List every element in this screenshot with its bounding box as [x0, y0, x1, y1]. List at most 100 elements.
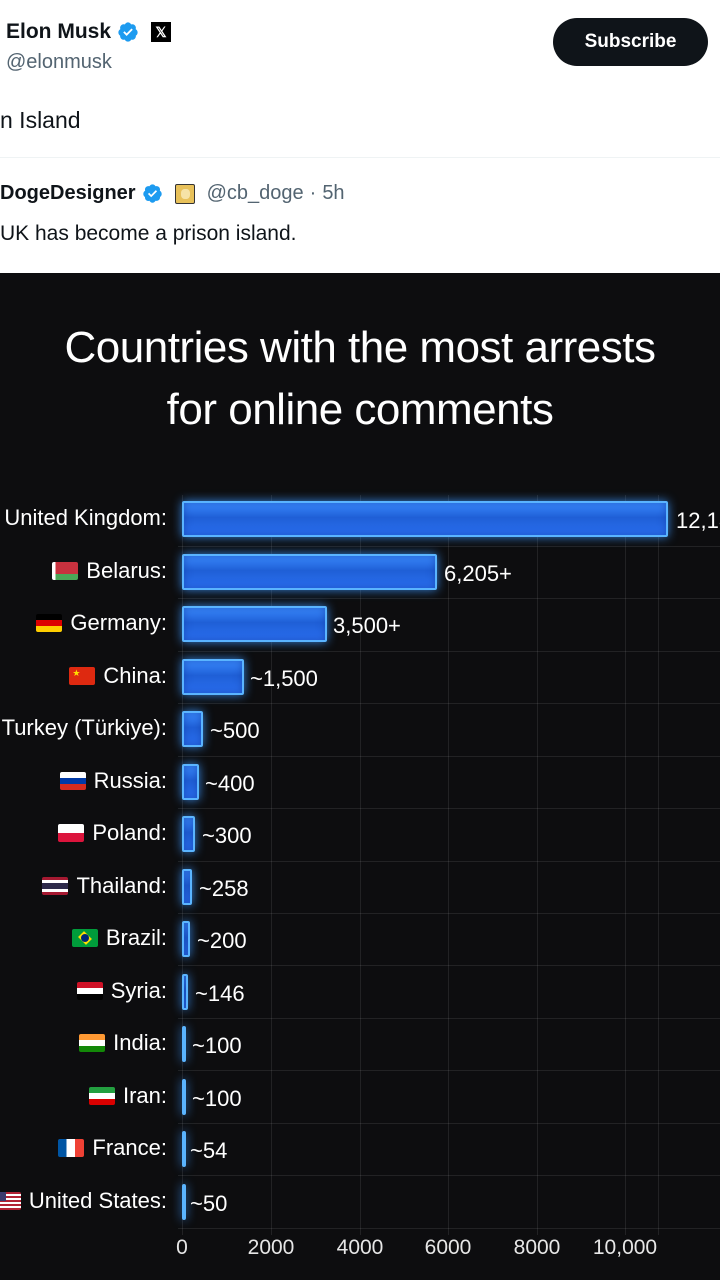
bar-poland	[182, 816, 195, 852]
gridline	[537, 495, 538, 1235]
row-label-brazil: Brazil:	[71, 925, 167, 951]
bar-value: ~300	[202, 823, 252, 848]
x-axis-tick: 0	[176, 1236, 188, 1259]
gridline	[178, 651, 720, 652]
author-name[interactable]: Elon Musk	[6, 20, 112, 43]
x-axis-tick: 10,000	[592, 1236, 658, 1259]
x-axis-tick: 8000	[513, 1236, 561, 1259]
bar-value: ~400	[205, 771, 255, 796]
gridline	[178, 703, 720, 704]
gridline	[178, 1123, 720, 1124]
quoted-timestamp[interactable]: 5h	[322, 182, 345, 204]
author-name-row[interactable]: Elon Musk 𝕏	[6, 20, 172, 44]
bar-turkey	[182, 711, 203, 747]
chart-title: Countries with the most arrests for onli…	[0, 317, 720, 441]
gridline	[182, 495, 183, 1235]
bar-value: 6,205+	[444, 561, 512, 586]
row-label-germany: Germany:	[36, 610, 167, 636]
bar-thailand	[182, 869, 192, 905]
quoted-author-handle[interactable]: @cb_doge	[206, 182, 304, 204]
bar-value: ~200	[197, 928, 247, 953]
row-label-belarus: Belarus:	[52, 558, 167, 584]
row-label-turkey: Turkey (Türkiye):	[1, 715, 167, 740]
bar-brazil	[182, 921, 190, 957]
gridline	[658, 495, 659, 1235]
gridline	[178, 965, 720, 966]
gridline	[178, 1070, 720, 1071]
row-label-thailand: Thailand:	[42, 873, 167, 899]
bar-value: 3,500+	[333, 613, 401, 638]
gridline	[178, 913, 720, 914]
row-label-russia: Russia:	[59, 768, 167, 794]
bar-india	[182, 1026, 186, 1062]
gridline	[178, 808, 720, 809]
gridline	[178, 546, 720, 547]
poland-flag-icon	[58, 824, 85, 842]
bar-value: 12,18	[676, 508, 720, 533]
x-axis-tick: 4000	[336, 1236, 384, 1259]
subscribe-button[interactable]: Subscribe	[553, 18, 708, 66]
chart-title-line-1: Countries with the most arrests	[64, 323, 656, 372]
germany-flag-icon	[36, 614, 63, 632]
bar-value: ~50	[190, 1191, 228, 1216]
verified-badge-icon	[118, 22, 138, 42]
meta-separator: ·	[309, 182, 317, 204]
gridline	[178, 1228, 720, 1229]
bar-value: ~100	[192, 1033, 242, 1058]
verified-badge-icon	[142, 184, 162, 203]
bar-belarus	[182, 554, 437, 590]
gridline	[178, 1018, 720, 1019]
quoted-tweet[interactable]: DogeDesigner @cb_doge · 5h UK has become…	[0, 158, 720, 273]
gridline	[448, 495, 449, 1235]
chart-image[interactable]: Countries with the most arrests for onli…	[0, 273, 720, 1280]
china-flag-icon: ★	[69, 667, 96, 685]
row-label-united-states: United States:	[0, 1188, 167, 1214]
belarus-flag-icon	[52, 562, 79, 580]
gridline	[360, 495, 361, 1235]
row-label-india: India:	[79, 1030, 167, 1056]
bar-russia	[182, 764, 199, 800]
doge-avatar-icon	[174, 183, 195, 204]
row-label-united-kingdom: United Kingdom:	[4, 505, 167, 530]
bar-value: ~54	[190, 1138, 228, 1163]
quoted-tweet-meta: DogeDesigner @cb_doge · 5h	[0, 182, 345, 205]
bar-united-kingdom	[182, 501, 668, 537]
gridline	[178, 1175, 720, 1176]
quoted-tweet-text: UK has become a prison island.	[0, 222, 297, 245]
bar-value: ~146	[195, 981, 245, 1006]
bar-germany	[182, 606, 327, 642]
bar-iran	[182, 1079, 186, 1115]
india-flag-icon	[79, 1034, 106, 1052]
quoted-author-name[interactable]: DogeDesigner	[0, 182, 136, 204]
syria-flag-icon	[76, 982, 103, 1000]
russia-flag-icon	[59, 772, 86, 790]
x-axis-tick: 2000	[247, 1236, 295, 1259]
x-axis-tick: 6000	[424, 1236, 472, 1259]
bar-value: ~100	[192, 1086, 242, 1111]
gridline	[178, 598, 720, 599]
iran-flag-icon	[88, 1087, 115, 1105]
row-label-france: France:	[58, 1135, 167, 1161]
author-handle[interactable]: @elonmusk	[6, 51, 112, 73]
bar-china	[182, 659, 244, 695]
divider	[0, 157, 720, 158]
row-label-syria: Syria:	[76, 978, 167, 1004]
row-label-china: ★ China:	[69, 663, 167, 689]
bar-united-states	[182, 1184, 186, 1220]
row-label-poland: Poland:	[58, 820, 167, 846]
thailand-flag-icon	[42, 877, 69, 895]
x-logo-icon: 𝕏	[151, 22, 172, 42]
gridline	[178, 756, 720, 757]
gridline	[271, 495, 272, 1235]
bar-value: ~258	[199, 876, 249, 901]
bar-value: ~500	[210, 718, 260, 743]
row-label-iran: Iran:	[88, 1083, 167, 1109]
france-flag-icon	[58, 1139, 85, 1157]
usa-flag-icon	[0, 1192, 21, 1210]
bar-value: ~1,500	[250, 666, 318, 691]
tweet-header: Elon Musk 𝕏 @elonmusk Subscribe n Island	[0, 0, 720, 158]
tweet-text: n Island	[0, 107, 81, 133]
gridline	[178, 861, 720, 862]
bar-france	[182, 1131, 186, 1167]
chart-title-line-2: for online comments	[166, 385, 554, 434]
